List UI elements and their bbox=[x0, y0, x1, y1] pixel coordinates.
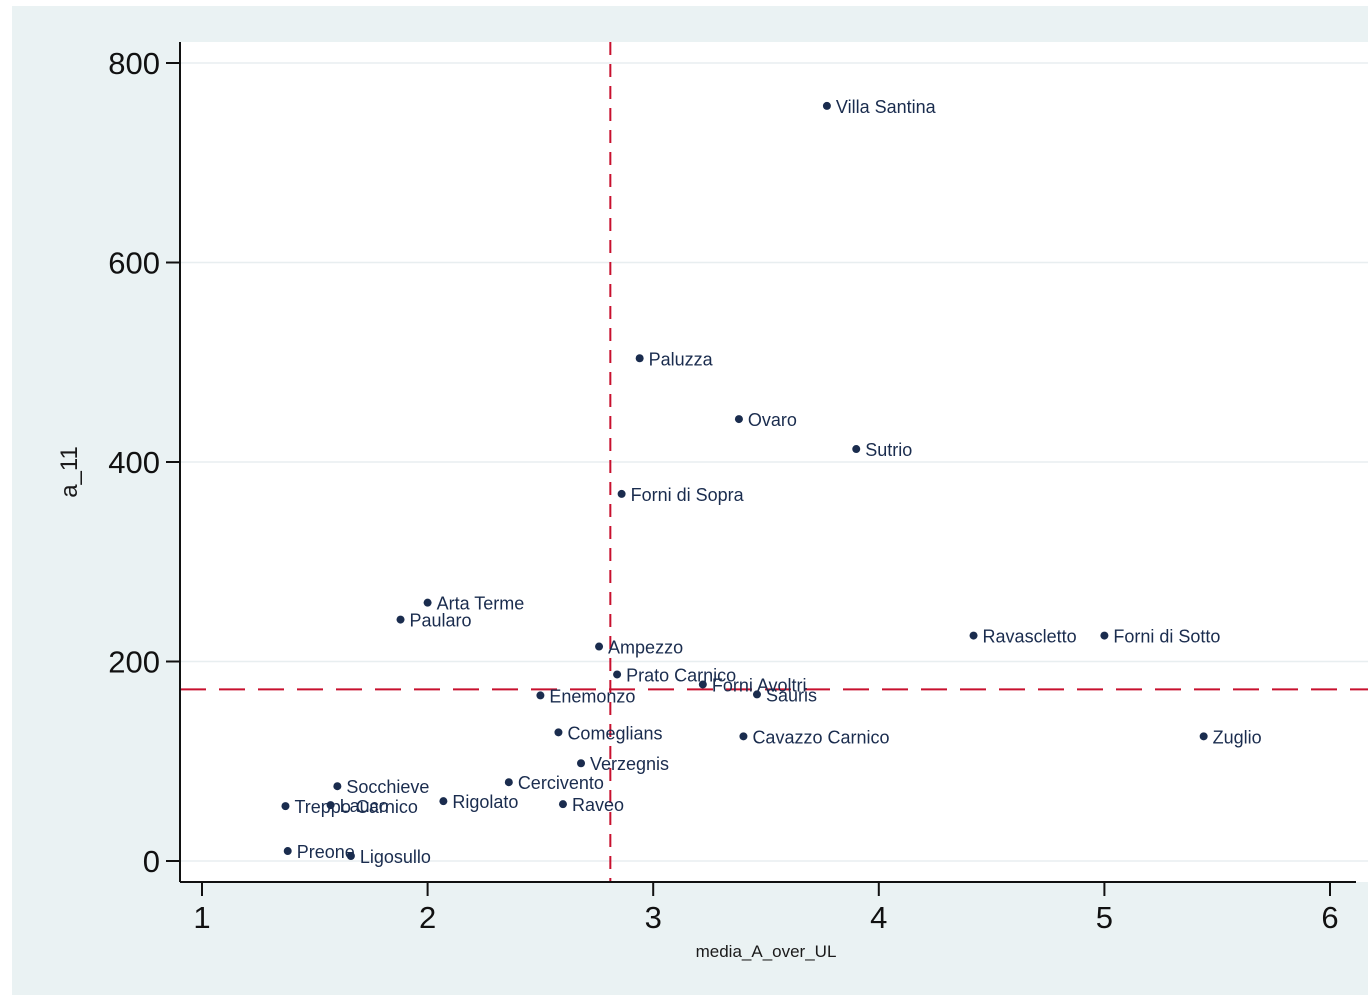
data-point bbox=[281, 802, 290, 811]
data-point bbox=[698, 680, 707, 689]
data-point bbox=[969, 631, 978, 640]
x-tick-label: 1 bbox=[193, 900, 210, 935]
data-point-label: Prato Carnico bbox=[626, 665, 736, 685]
data-point-label: Zuglio bbox=[1213, 727, 1262, 747]
data-point bbox=[635, 354, 644, 363]
y-tick-label: 200 bbox=[108, 645, 160, 680]
scatter-chart: 0 200 400 600 800 1 2 3 4 5 6 Villa Santina Paluzza… bbox=[56, 42, 1368, 961]
data-point bbox=[554, 728, 563, 737]
y-tick-label: 400 bbox=[108, 445, 160, 480]
data-point-label: Ligosullo bbox=[360, 847, 431, 867]
reference-lines bbox=[180, 42, 1368, 882]
data-point bbox=[613, 670, 622, 679]
data-point-label: Rigolato bbox=[452, 792, 518, 812]
data-point-label: Raveo bbox=[572, 795, 624, 815]
data-point bbox=[333, 782, 342, 791]
axes: 0 200 400 600 800 1 2 3 4 5 6 bbox=[108, 42, 1356, 935]
x-tick-label: 3 bbox=[645, 900, 662, 935]
data-point bbox=[752, 690, 761, 699]
data-point bbox=[558, 800, 567, 809]
x-tick-label: 5 bbox=[1096, 900, 1113, 935]
data-point bbox=[1199, 732, 1208, 741]
data-point-label: Ampezzo bbox=[608, 638, 683, 658]
data-point-label: Sutrio bbox=[865, 440, 912, 460]
data-point-label: Enemonzo bbox=[549, 686, 635, 706]
data-point bbox=[734, 415, 743, 424]
y-axis-title: a_11 bbox=[56, 446, 83, 498]
data-point-label: Verzegnis bbox=[590, 754, 669, 774]
data-point bbox=[595, 642, 604, 651]
data-point-label: Forni Avoltri bbox=[712, 675, 807, 695]
data-point bbox=[283, 847, 292, 856]
data-point-label: Paularo bbox=[410, 611, 472, 631]
gridlines bbox=[180, 62, 1368, 862]
data-point bbox=[439, 797, 448, 806]
data-point-label: Sauris bbox=[766, 685, 817, 705]
x-tick-label: 6 bbox=[1321, 900, 1338, 935]
data-point-label: Socchieve bbox=[346, 777, 429, 797]
data-point-label: Ravascletto bbox=[983, 627, 1077, 647]
data-point bbox=[536, 691, 545, 700]
data-point-label: Cercivento bbox=[518, 773, 604, 793]
data-point-label: Treppo Carnico bbox=[294, 797, 417, 817]
data-point-label: Paluzza bbox=[649, 349, 714, 369]
data-point-label: Lauco bbox=[340, 796, 389, 816]
data-point bbox=[423, 598, 432, 607]
data-point bbox=[396, 615, 405, 624]
x-tick-label: 2 bbox=[419, 900, 436, 935]
data-point bbox=[617, 489, 626, 498]
data-point bbox=[1100, 631, 1109, 640]
data-point bbox=[504, 778, 513, 787]
data-point-label: Ovaro bbox=[748, 410, 797, 430]
data-point-label: Arta Terme bbox=[437, 594, 525, 614]
data-points: Villa Santina Paluzza Ovaro Sutrio Forni di … bbox=[281, 97, 1262, 867]
x-axis-title: media_A_over_UL bbox=[696, 942, 837, 961]
data-point bbox=[326, 801, 335, 810]
chart-frame: 0 200 400 600 800 1 2 3 4 5 6 Villa Santina Paluzza… bbox=[12, 6, 1368, 995]
y-tick-label: 600 bbox=[108, 246, 160, 281]
y-tick-label: 0 bbox=[143, 844, 160, 879]
data-point bbox=[739, 732, 748, 741]
data-point bbox=[577, 759, 586, 768]
data-point bbox=[346, 852, 355, 861]
data-point-label: Cavazzo Carnico bbox=[752, 727, 889, 747]
data-point bbox=[852, 445, 861, 454]
x-tick-label: 4 bbox=[870, 900, 887, 935]
data-point bbox=[822, 101, 831, 110]
data-point-label: Forni di Sotto bbox=[1113, 627, 1220, 647]
data-point-label: Forni di Sopra bbox=[631, 485, 745, 505]
data-point-label: Comeglians bbox=[567, 723, 662, 743]
data-point-label: Preone bbox=[297, 842, 355, 862]
data-point-label: Villa Santina bbox=[836, 97, 937, 117]
y-tick-label: 800 bbox=[108, 46, 160, 81]
